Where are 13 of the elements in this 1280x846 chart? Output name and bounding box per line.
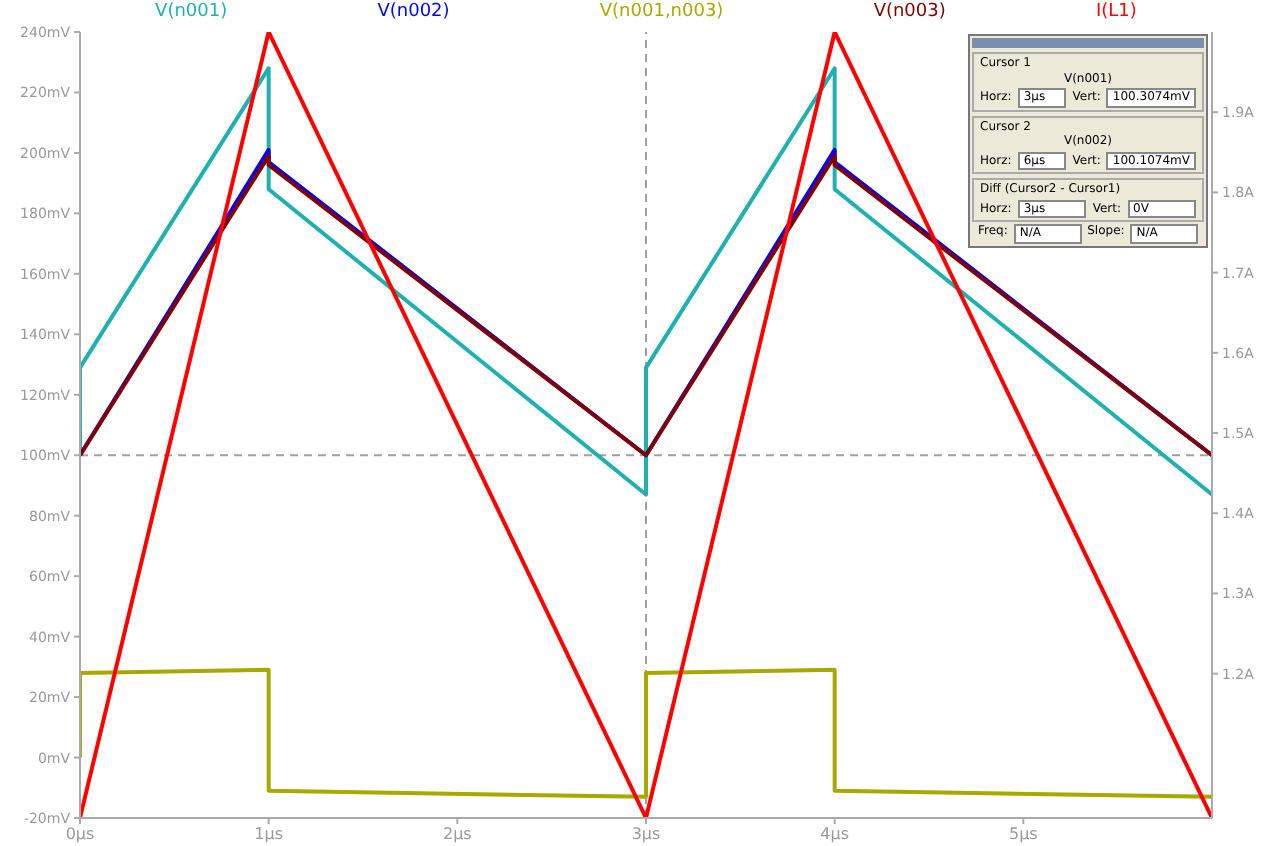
x-tick-label: 3µs xyxy=(631,825,661,844)
x-tick-label: 0µs xyxy=(65,825,95,844)
text: V(n003) xyxy=(873,2,946,22)
text: V(n002) xyxy=(377,2,450,22)
line-series xyxy=(80,66,1212,497)
line-series xyxy=(80,667,1212,799)
x-tick-label: 1µs xyxy=(254,825,284,844)
text: V(n001,n003) xyxy=(599,2,724,22)
text: V(n001) xyxy=(155,2,228,22)
x-tick-label: 2µs xyxy=(442,825,472,844)
x-tick-label: 4µs xyxy=(820,825,850,844)
text: I(L1) xyxy=(1095,2,1137,22)
x-tick-label: 5µs xyxy=(1008,825,1038,844)
